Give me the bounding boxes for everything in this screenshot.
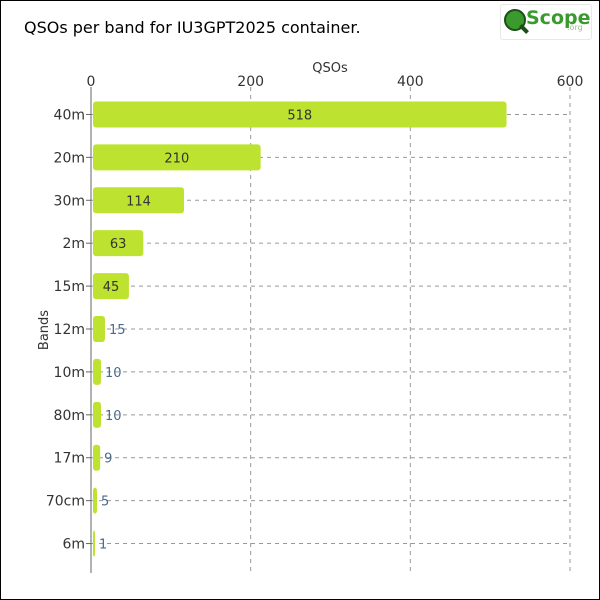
logo-tld: .org	[567, 23, 583, 32]
y-tick-label: 10m	[54, 365, 85, 381]
y-tick-label: 40m	[54, 107, 85, 123]
x-tick-label: 0	[87, 74, 96, 90]
bar-value-label: 9	[104, 452, 112, 467]
x-axis-title: QSOs	[312, 61, 348, 76]
bar	[93, 101, 507, 128]
bar-value-label: 63	[110, 237, 127, 252]
bar-layer: 518 210 114 63 45 15 10 10 9 5 1	[93, 101, 507, 557]
y-tick-label: 20m	[54, 150, 85, 166]
bar	[93, 316, 105, 342]
x-tick-label: 200	[237, 74, 264, 90]
bar	[93, 530, 95, 557]
bar	[93, 444, 101, 471]
bar-value-label: 15	[109, 323, 126, 338]
bar-value-label: 5	[101, 495, 109, 510]
bar-value-label: 518	[287, 108, 312, 123]
y-tick-label: 12m	[54, 322, 85, 338]
bar-value-label: 1	[99, 538, 107, 553]
y-tick-label: 17m	[54, 451, 85, 467]
bar	[93, 401, 101, 428]
y-axis-title: Bands	[37, 310, 52, 350]
logo-word: Scope	[526, 7, 591, 29]
qscope-logo[interactable]: Scope .org	[500, 4, 592, 40]
x-tick-label: 400	[397, 74, 424, 90]
bar-value-label: 10	[105, 409, 122, 424]
y-tick-label: 6m	[62, 537, 85, 553]
bar-value-label: 210	[164, 151, 189, 166]
bar	[93, 187, 185, 214]
axis-layer: 0 200 400 600 40m 20m 30m 2m 15m 12m 10m 80m 17m 70cm…	[46, 74, 584, 573]
bar	[93, 273, 129, 300]
bar	[93, 144, 261, 171]
y-tick-label: 80m	[54, 408, 85, 424]
bar-value-label: 45	[103, 280, 120, 295]
y-tick-label: 70cm	[46, 494, 85, 510]
bar	[93, 230, 144, 257]
chart-title: QSOs per band for IU3GPT2025 container.	[24, 18, 361, 37]
bar-value-label: 10	[105, 366, 122, 381]
y-tick-label: 2m	[62, 236, 85, 252]
bar	[93, 487, 97, 514]
bar	[93, 358, 101, 385]
x-tick-label: 600	[557, 74, 584, 90]
y-tick-label: 30m	[54, 193, 85, 209]
y-tick-label: 15m	[54, 279, 85, 295]
bar-value-label: 114	[126, 194, 151, 209]
